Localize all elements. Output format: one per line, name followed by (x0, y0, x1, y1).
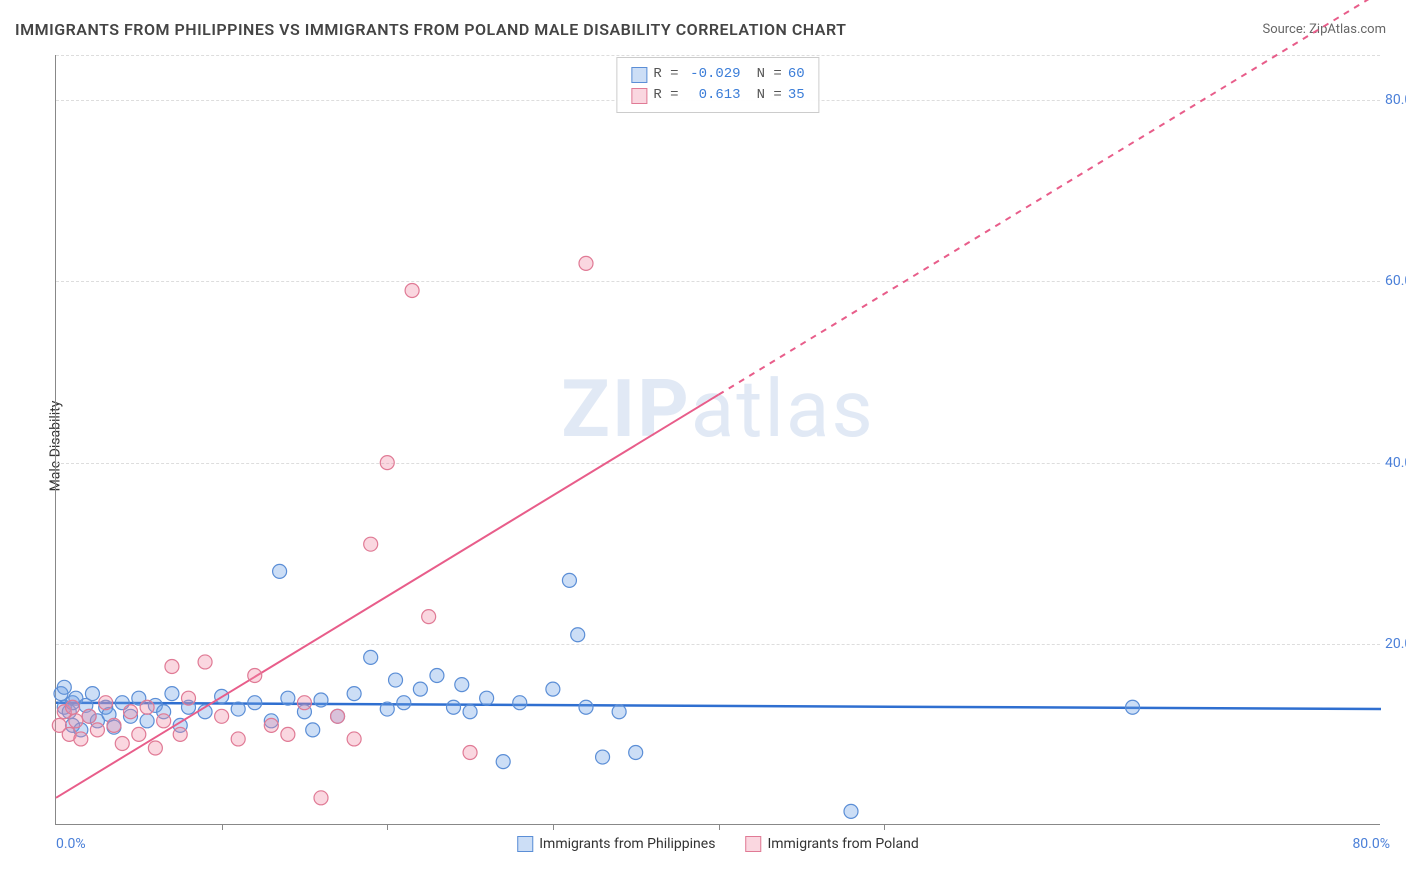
y-tick-label: 40.0% (1385, 455, 1406, 471)
x-tick (884, 824, 885, 830)
correlation-legend: R =-0.029N =60R =0.613N =35 (616, 57, 819, 113)
x-tick (719, 824, 720, 830)
chart-title: IMMIGRANTS FROM PHILIPPINES VS IMMIGRANT… (15, 20, 846, 39)
legend-correlation-row: R =-0.029N =60 (631, 64, 804, 85)
chart-plot-area: ZIPatlas 20.0%40.0%60.0%80.0% R =-0.029N… (55, 55, 1380, 825)
series-legend: Immigrants from Philippines Immigrants fr… (517, 836, 919, 852)
source-attribution: Source: ZipAtlas.com (1262, 22, 1386, 37)
scatter-plot-svg (56, 55, 1380, 824)
legend-series-item: Immigrants from Poland (745, 836, 918, 852)
x-axis-min-label: 0.0% (56, 836, 86, 852)
x-tick (222, 824, 223, 830)
y-tick-label: 60.0% (1385, 273, 1406, 289)
y-tick-label: 80.0% (1385, 92, 1406, 108)
x-axis-max-label: 80.0% (1352, 836, 1390, 852)
x-tick (387, 824, 388, 830)
legend-series-item: Immigrants from Philippines (517, 836, 715, 852)
y-tick-label: 20.0% (1385, 636, 1406, 652)
x-tick (553, 824, 554, 830)
legend-correlation-row: R =0.613N =35 (631, 85, 804, 106)
